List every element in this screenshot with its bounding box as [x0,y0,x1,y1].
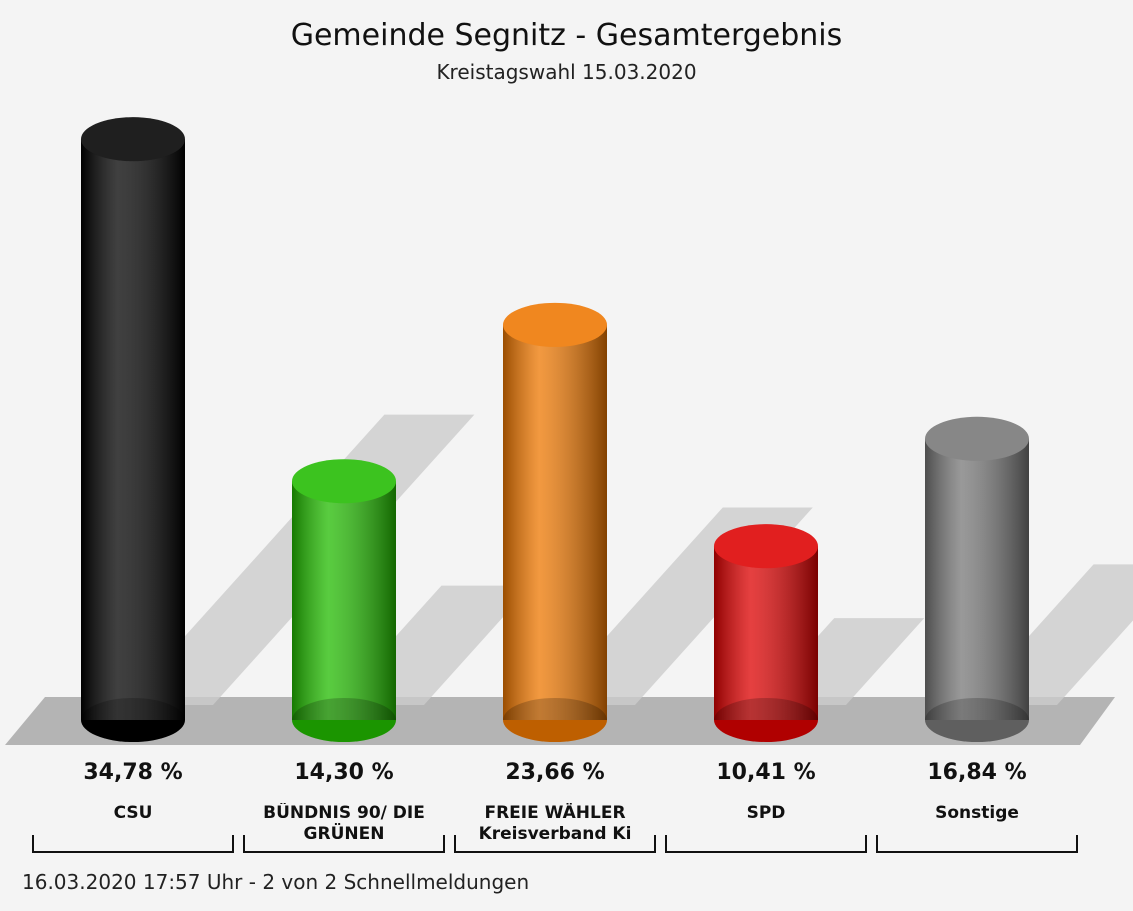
category-bracket [454,835,656,853]
bar-bottom-shade [292,698,396,742]
value-label: 10,41 % [716,760,816,785]
value-label: 16,84 % [927,760,1027,785]
value-label: 34,78 % [83,760,183,785]
category-bracket [32,835,234,853]
bar-shading [714,546,818,720]
category-label: SPD [746,803,786,823]
category-bracket [876,835,1078,853]
bar-top-highlight [503,302,607,347]
chart-title: Gemeinde Segnitz - Gesamtergebnis [290,18,843,53]
bar-top [925,416,1029,461]
category-label: BÜNDNIS 90/ DIE GRÜNEN [263,803,425,844]
bar-top [503,302,607,347]
bar-top [714,524,818,569]
category-label: Sonstige [935,803,1019,823]
category-label: FREIE WÄHLER Kreisverband Ki [478,803,632,844]
category-bracket [665,835,867,853]
chart-subtitle: Kreistagswahl 15.03.2020 [436,60,697,84]
bar-bottom-shade [925,698,1029,742]
bar-shading [81,139,185,720]
value-label: 14,30 % [294,760,394,785]
footer: 16.03.2020 17:57 Uhr - 2 von 2 Schnellme… [22,870,530,894]
bar-top-highlight [81,117,185,162]
category-bracket [243,835,445,853]
bar-bottom-shade [503,698,607,742]
category-label: CSU [113,803,153,823]
bar-bottom-shade [81,698,185,742]
bar-top-highlight [292,459,396,504]
bar-top-highlight [714,524,818,569]
bar-shading [503,324,607,720]
bar-shading [292,481,396,720]
bar-bottom-shade [714,698,818,742]
bar-shading [925,438,1029,720]
bar-top [292,459,396,504]
bar-top-highlight [925,416,1029,461]
bar-top [81,117,185,162]
value-label: 23,66 % [505,760,605,785]
